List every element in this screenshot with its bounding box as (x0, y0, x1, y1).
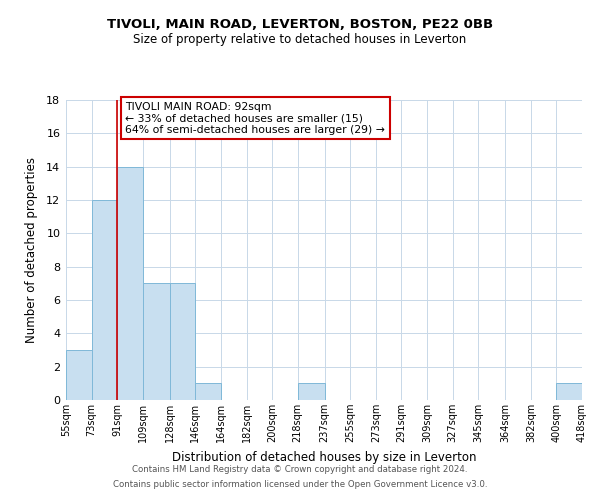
Text: TIVOLI MAIN ROAD: 92sqm
← 33% of detached houses are smaller (15)
64% of semi-de: TIVOLI MAIN ROAD: 92sqm ← 33% of detache… (125, 102, 385, 134)
X-axis label: Distribution of detached houses by size in Leverton: Distribution of detached houses by size … (172, 450, 476, 464)
Bar (298, 384, 325, 400)
Bar (143, 284, 170, 400)
Text: Contains public sector information licensed under the Open Government Licence v3: Contains public sector information licen… (113, 480, 487, 489)
Bar (170, 284, 196, 400)
Bar (556, 384, 582, 400)
Text: Size of property relative to detached houses in Leverton: Size of property relative to detached ho… (133, 32, 467, 46)
Bar (117, 166, 143, 400)
Text: TIVOLI, MAIN ROAD, LEVERTON, BOSTON, PE22 0BB: TIVOLI, MAIN ROAD, LEVERTON, BOSTON, PE2… (107, 18, 493, 30)
Bar (92, 200, 117, 400)
Y-axis label: Number of detached properties: Number of detached properties (25, 157, 38, 343)
Bar (196, 384, 221, 400)
Text: Contains HM Land Registry data © Crown copyright and database right 2024.: Contains HM Land Registry data © Crown c… (132, 465, 468, 474)
Bar (66, 350, 92, 400)
